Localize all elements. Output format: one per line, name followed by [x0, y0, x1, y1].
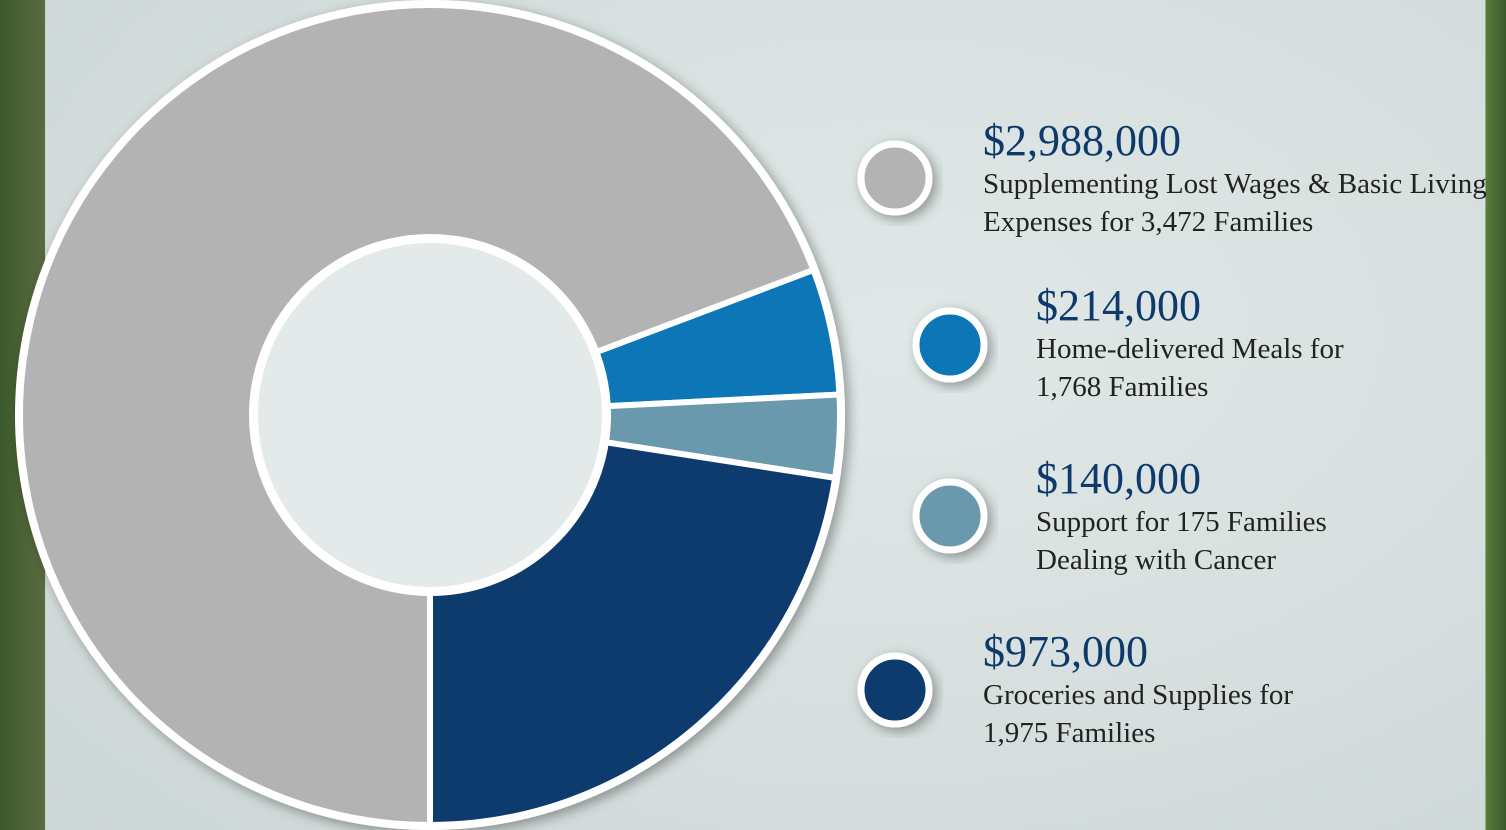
donut-hole: [252, 237, 608, 593]
description: Home-delivered Meals for 1,768 Families: [1036, 333, 1344, 403]
legend-swatch: [912, 478, 988, 554]
description: Support for 175 Families Dealing with Ca…: [1036, 506, 1327, 576]
description: Groceries and Supplies for 1,975 Familie…: [983, 679, 1294, 749]
legend-swatch: [857, 652, 933, 728]
amount: $2,988,000: [983, 116, 1181, 165]
amount: $140,000: [1036, 454, 1201, 503]
legend-item: $2,988,000 Supplementing Lost Wages & Bas…: [983, 117, 1503, 241]
legend-item: $214,000 Home-delivered Meals for 1,768 F…: [1036, 282, 1406, 406]
legend-swatch: [912, 307, 988, 383]
legend-swatch: [857, 140, 933, 216]
amount: $214,000: [1036, 281, 1201, 330]
amount: $973,000: [983, 627, 1148, 676]
legend-item: $140,000 Support for 175 Families Dealing…: [1036, 455, 1376, 579]
description: Supplementing Lost Wages & Basic Living …: [983, 168, 1487, 238]
legend-item: $973,000 Groceries and Supplies for 1,975…: [983, 628, 1313, 752]
